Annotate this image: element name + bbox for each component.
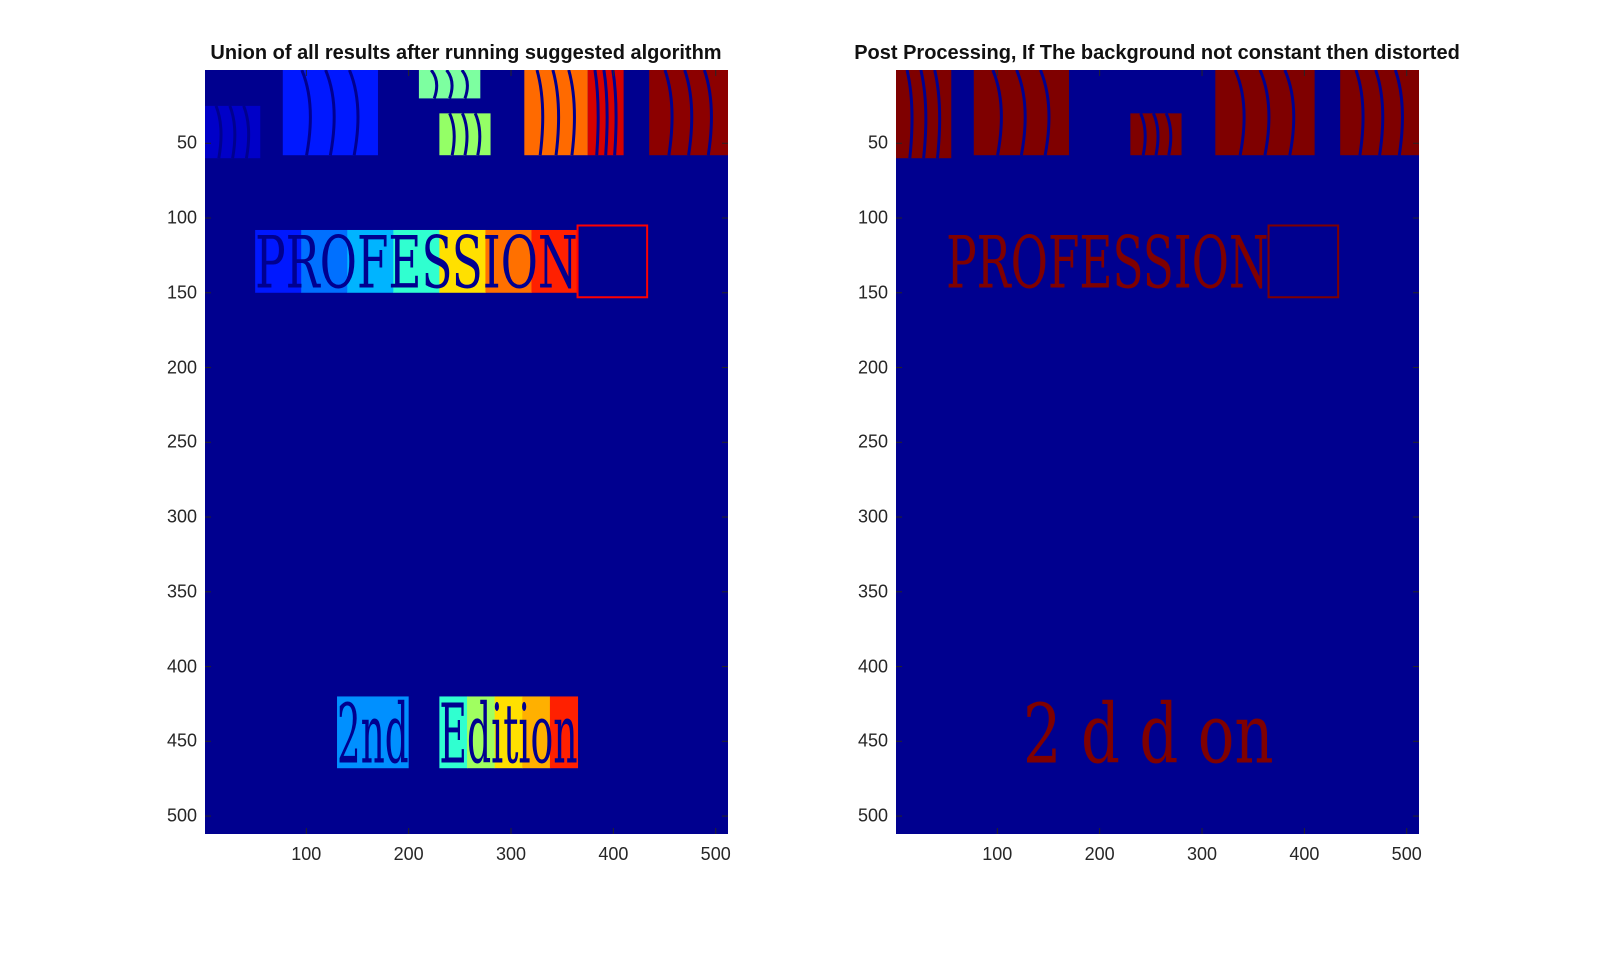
y-tick-label: 350	[857, 581, 888, 602]
y-tick-label: 250	[166, 431, 197, 452]
y-tick-label: 500	[857, 805, 888, 826]
x-tick-label: 400	[598, 844, 629, 864]
y-tick-label: 50	[867, 132, 888, 153]
image-texture-stroke	[460, 70, 469, 99]
heatmap-axes-left: PROFESSION 2nd Edition	[205, 70, 728, 834]
heatmap-region-word-PROFESSION-seg-6	[531, 229, 579, 293]
image-texture-stroke	[663, 70, 674, 156]
image-texture-stroke	[602, 70, 609, 156]
heatmap-region-word-Edition-seg-1	[467, 696, 496, 769]
y-tick-label: 150	[166, 282, 197, 303]
heatmap-image-left: PROFESSION 2nd Edition	[205, 70, 728, 834]
y-tick-label: 250	[857, 431, 888, 452]
heatmap-background	[896, 70, 1419, 834]
image-texture-stroke	[919, 70, 928, 159]
image-texture-stroke	[1283, 70, 1296, 156]
heatmap-region-word-PROFESSION-seg-2	[347, 229, 394, 293]
image-texture-stroke	[1164, 112, 1173, 156]
image-texture-stroke	[1039, 70, 1051, 156]
image-texture-stroke	[228, 105, 237, 159]
heatmap-region-word-PROFESSION-seg-0	[255, 229, 302, 293]
image-texture-stroke	[445, 70, 454, 99]
y-tick-label: 50	[176, 132, 197, 153]
image-texture-stroke	[1139, 112, 1147, 156]
image-texture-stroke	[214, 105, 223, 159]
heatmap-outline-box-outline	[576, 224, 649, 299]
heatmap-region-word-Edition-seg-4	[549, 696, 579, 769]
x-tick-label: 100	[982, 844, 1013, 864]
heatmap-region-word-2nd	[337, 696, 409, 769]
image-texture-stroke	[1354, 70, 1365, 156]
image-texture-stroke	[1258, 70, 1271, 156]
y-tick-label: 500	[166, 805, 197, 826]
heatmap-axes-right: PROFESSION 2 d d on	[896, 70, 1419, 834]
image-texture-stroke	[905, 70, 914, 159]
heatmap-image-right: PROFESSION 2 d d on	[896, 70, 1419, 834]
region-text-word-PROFESSION: PROFESSION	[946, 222, 1268, 306]
panel-title-left: Union of all results after running sugge…	[210, 42, 722, 64]
image-texture-stroke	[567, 70, 576, 156]
y-tick-label: 150	[857, 282, 888, 303]
y-tick-label: 450	[857, 730, 888, 751]
heatmap-region-word-Edition-seg-0	[439, 696, 468, 769]
y-tick-label: 200	[857, 357, 888, 378]
image-texture-stroke	[473, 112, 482, 156]
image-texture-stroke	[429, 70, 439, 99]
heatmap-region-word-PROFESSION-seg-1	[301, 229, 348, 293]
image-texture-stroke	[1015, 70, 1027, 156]
image-texture-stroke	[551, 70, 561, 156]
region-text-word-2nd: 2nd	[337, 686, 409, 782]
y-tick-label: 350	[166, 581, 197, 602]
image-texture-stroke	[611, 70, 618, 156]
panel-title-right: Post Processing, If The background not c…	[854, 42, 1460, 64]
x-tick-label: 200	[393, 844, 424, 864]
y-tick-label: 200	[166, 357, 197, 378]
image-texture-stroke	[300, 70, 312, 156]
x-tick-label: 500	[1391, 844, 1422, 864]
image-texture-stroke	[324, 70, 336, 156]
image-texture-stroke	[702, 70, 713, 156]
image-texture-stroke	[1152, 112, 1160, 156]
image-texture-stroke	[933, 70, 942, 159]
heatmap-region-word-PROFESSION-seg-3	[393, 229, 440, 293]
y-tick-label: 300	[166, 506, 197, 527]
heatmap-region-word-PROFESSION-seg-4	[439, 229, 486, 293]
y-tick-label: 100	[166, 207, 197, 228]
image-texture-stroke	[683, 70, 694, 156]
region-text-word-PROFESSION: PROFESSION	[255, 222, 577, 306]
image-texture-stroke	[593, 70, 600, 156]
x-tick-label: 300	[1186, 844, 1218, 864]
y-tick-label: 450	[166, 730, 197, 751]
image-texture-stroke	[1393, 70, 1404, 156]
x-tick-label: 400	[1289, 844, 1320, 864]
y-tick-label: 300	[857, 506, 888, 527]
y-tick-label: 400	[166, 656, 197, 677]
image-texture-stroke	[348, 70, 360, 156]
y-tick-label: 100	[857, 207, 888, 228]
image-texture-stroke	[1374, 70, 1385, 156]
image-texture-stroke	[1233, 70, 1246, 156]
region-text-word-fragments: 2 d d on	[1023, 686, 1274, 782]
y-tick-label: 400	[857, 656, 888, 677]
heatmap-region-word-PROFESSION-seg-5	[485, 229, 532, 293]
x-tick-label: 500	[700, 844, 731, 864]
heatmap-region-word-Edition-seg-2	[494, 696, 523, 769]
x-tick-label: 300	[495, 844, 527, 864]
image-texture-stroke	[242, 105, 251, 159]
heatmap-outline-box-outline	[1267, 224, 1340, 299]
x-tick-label: 200	[1084, 844, 1115, 864]
region-text-word-Edition: Edition	[439, 686, 577, 782]
image-texture-stroke	[461, 112, 469, 156]
heatmap-region-word-Edition-seg-3	[522, 696, 551, 769]
image-texture-stroke	[991, 70, 1003, 156]
x-tick-label: 100	[291, 844, 322, 864]
image-texture-stroke	[535, 70, 545, 156]
image-texture-stroke	[448, 112, 456, 156]
